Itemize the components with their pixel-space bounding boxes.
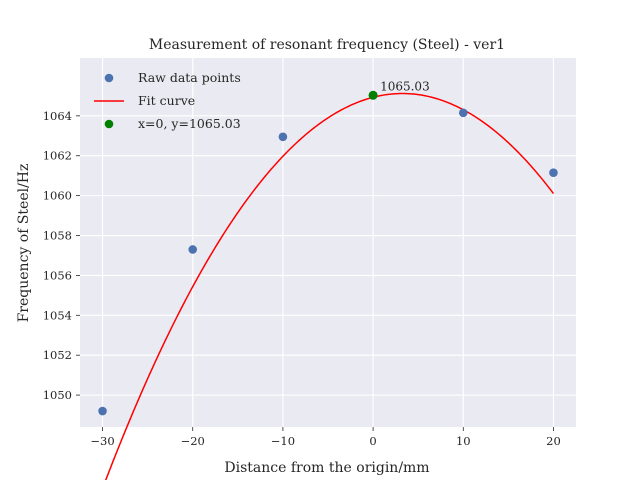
y-tick-label: 1062 [43,149,72,163]
legend-label: x=0, y=1065.03 [138,116,241,131]
legend-swatch-marker [104,73,114,83]
grid [80,58,576,427]
x-tick-label: −30 [90,434,114,448]
y-tick-label: 1054 [43,308,72,322]
y-axis-label: Frequency of Steel/Hz [16,164,32,323]
y-tick-label: 1060 [43,189,72,203]
data-point [98,406,107,416]
annotation-layer: 1065.03 [380,79,430,93]
legend: Raw data points Fit curve x=0, y=1065.03 [94,70,241,131]
x-tick-label: −10 [271,434,295,448]
fit-curve-layer [104,92,555,480]
x-axis-label: Distance from the origin/mm [224,460,429,476]
y-tick-label: 1052 [43,348,72,362]
data-points-layer [98,90,558,416]
x-tick-label: −20 [181,434,205,448]
y-tick-label: 1058 [43,229,72,243]
chart-title: Measurement of resonant frequency (Steel… [149,37,505,53]
fit-curve [104,92,555,480]
data-point [458,108,468,118]
y-tick-label: 1056 [43,268,72,282]
tick-labels: −30 −20 −10 0 10 20 1050 1052 1054 1056 1058 1060 10… [43,109,561,448]
data-point [278,132,288,142]
data-point [188,245,198,254]
plot-area [80,58,576,427]
x-tick-label: 10 [456,434,471,448]
x-tick-label: 0 [369,434,376,448]
x-tick-label: 20 [546,434,561,448]
y-tick-label: 1050 [43,388,72,402]
data-point [549,168,558,177]
y-tick-label: 1064 [43,109,72,123]
legend-swatch-marker [104,119,114,129]
highlight-point [368,90,378,100]
point-annotation: 1065.03 [380,79,430,93]
legend-label: Raw data points [138,70,241,85]
legend-label: Fit curve [138,93,195,108]
